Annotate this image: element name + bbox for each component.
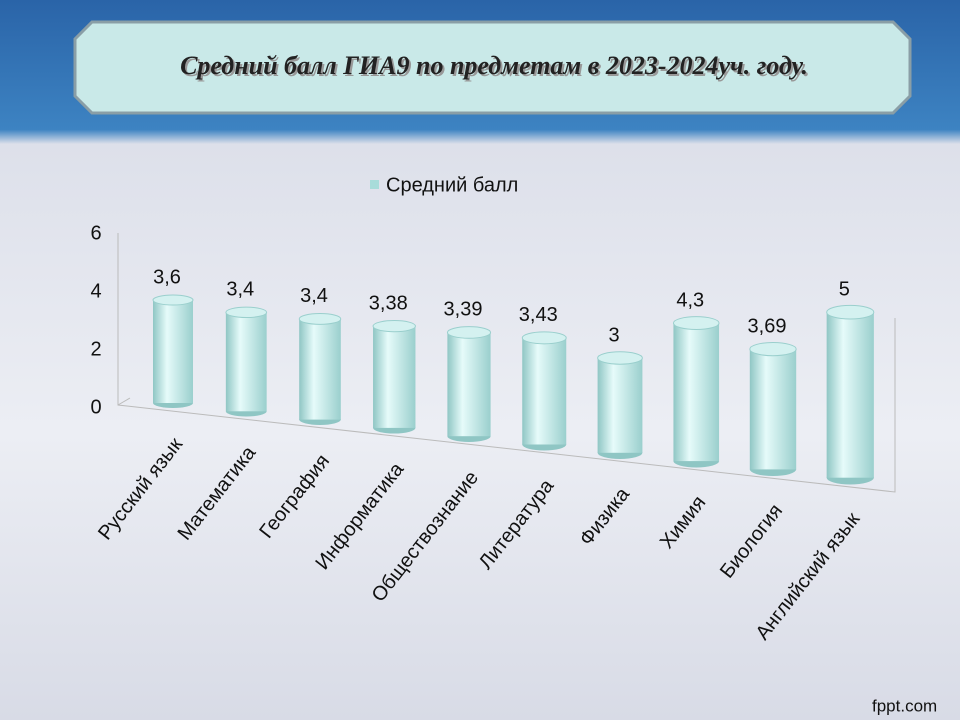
bar-top	[826, 304, 875, 320]
title-panel	[73, 20, 912, 115]
footer: fppt.com	[872, 696, 937, 715]
value-label: 3	[608, 324, 619, 346]
bar-top	[372, 320, 416, 333]
value-label: 3,39	[444, 299, 483, 321]
legend-swatch	[370, 180, 379, 189]
bar-top	[597, 351, 643, 365]
value-label: 3,38	[369, 292, 408, 314]
bar-top	[446, 326, 492, 339]
y-tick-label: 0	[90, 396, 101, 418]
value-label: 5	[839, 278, 850, 300]
chart-title: Средний балл ГИА9 по предметам в 2023-20…	[180, 51, 808, 80]
bar	[522, 337, 567, 445]
legend-label: Средний балл	[386, 174, 518, 196]
value-label: 3,69	[748, 315, 787, 337]
value-label: 3,4	[300, 285, 328, 307]
bar	[373, 326, 416, 428]
bar	[153, 300, 193, 403]
bar	[447, 332, 491, 437]
bar	[299, 318, 341, 420]
bar	[749, 349, 797, 470]
bar-top	[672, 316, 720, 330]
floor-edge	[117, 397, 131, 406]
bar	[826, 312, 874, 478]
axis-frame	[117, 233, 896, 493]
bar-top	[749, 342, 797, 357]
value-label: 4,3	[676, 289, 704, 311]
bar	[597, 358, 643, 453]
bar-top	[225, 306, 268, 319]
y-tick-label: 6	[90, 222, 101, 244]
bar	[673, 323, 720, 462]
bar-top	[152, 294, 194, 306]
value-label: 3,43	[519, 304, 558, 326]
bar	[225, 312, 267, 412]
value-label: 3,6	[153, 266, 181, 288]
bar-top	[521, 331, 567, 345]
bar-top	[298, 313, 342, 325]
y-tick-label: 2	[90, 338, 101, 360]
y-tick-label: 4	[90, 280, 101, 302]
value-label: 3,4	[226, 279, 254, 301]
title-shadow: Средний балл ГИА9 по предметам в 2023-20…	[182, 53, 810, 82]
